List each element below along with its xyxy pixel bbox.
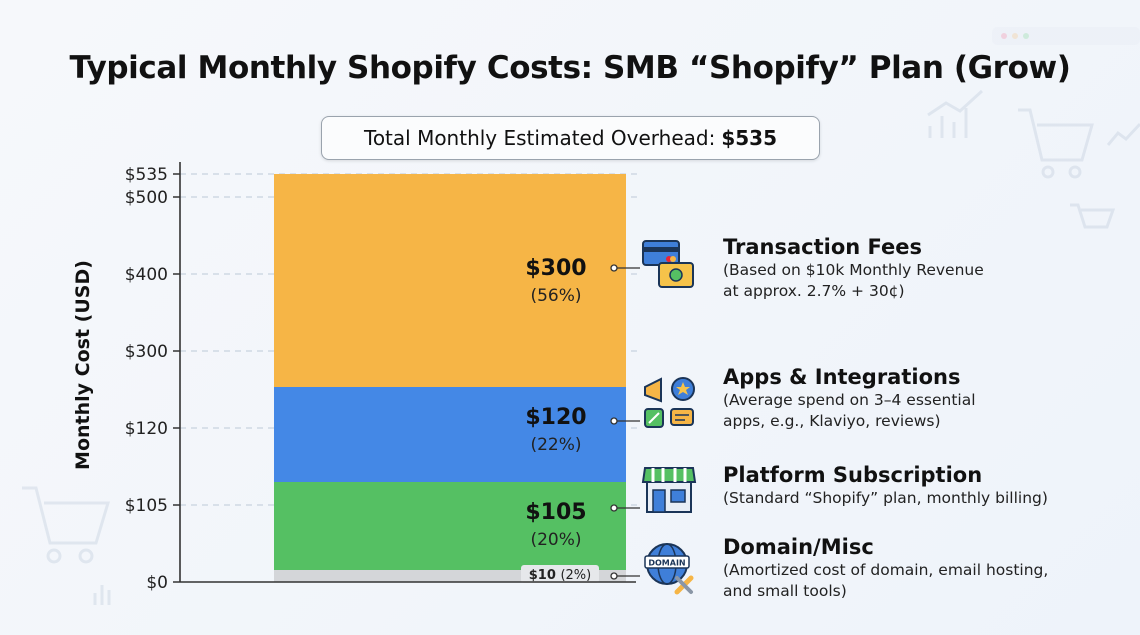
y-tick-label: $400 (125, 265, 168, 285)
small-value-badge (521, 565, 599, 583)
connector-dot (610, 264, 618, 272)
connector-dot (610, 417, 618, 425)
chart-title: Typical Monthly Shopify Costs: SMB “Shop… (69, 50, 1071, 86)
segment-value-label: $300 (525, 256, 586, 281)
y-tick-label: $105 (125, 496, 168, 516)
y-tick-label: $500 (125, 188, 168, 208)
category-description: (Standard “Shopify” plan, monthly billin… (723, 489, 1048, 507)
segment-percent-label: (20%) (530, 530, 581, 550)
category-description: (Based on $10k Monthly Revenue at approx… (723, 261, 984, 300)
category-title: Apps & Integrations (723, 365, 961, 389)
segment-value-label: $10 (2%) (529, 568, 591, 583)
category-description: (Average spend on 3–4 essential apps, e.… (723, 391, 976, 430)
total-label: Total Monthly Estimated Overhead: (364, 126, 716, 150)
y-tick-label: $535 (125, 165, 168, 185)
segment-value-label: $105 (525, 500, 586, 525)
category-platform-subscription: Platform Subscription (Standard “Shopify… (723, 462, 1133, 509)
category-title: Transaction Fees (723, 235, 923, 259)
y-tick-label: $120 (125, 419, 168, 439)
apps-icon (641, 375, 697, 431)
total-overhead-box: Total Monthly Estimated Overhead: $535 (321, 116, 820, 160)
y-tick-label: $0 (146, 573, 168, 593)
category-apps-integrations: Apps & Integrations (Average spend on 3–… (723, 364, 1133, 432)
connector-dot (610, 504, 618, 512)
category-transaction-fees: Transaction Fees (Based on $10k Monthly … (723, 234, 1133, 302)
storefront-icon (641, 460, 697, 516)
segment-percent-label: (56%) (530, 286, 581, 306)
bar-segment-transaction-fees (274, 174, 626, 387)
svg-text:DOMAIN: DOMAIN (648, 559, 685, 568)
category-description: (Amortized cost of domain, email hosting… (723, 561, 1049, 600)
category-domain-misc: Domain/Misc (Amortized cost of domain, e… (723, 534, 1133, 602)
bar-segment-apps-integrations (274, 387, 626, 482)
category-title: Platform Subscription (723, 463, 983, 487)
domain-globe-tools-icon: DOMAIN (641, 540, 697, 596)
total-value: $535 (721, 126, 777, 150)
segment-percent-label: (22%) (530, 435, 581, 455)
segment-value-label: $120 (525, 405, 586, 430)
connector-dot (610, 572, 618, 580)
category-title: Domain/Misc (723, 535, 874, 559)
bar-segment-platform-subscription (274, 482, 626, 570)
credit-card-cash-icon (641, 237, 697, 293)
y-tick-label: $300 (125, 342, 168, 362)
